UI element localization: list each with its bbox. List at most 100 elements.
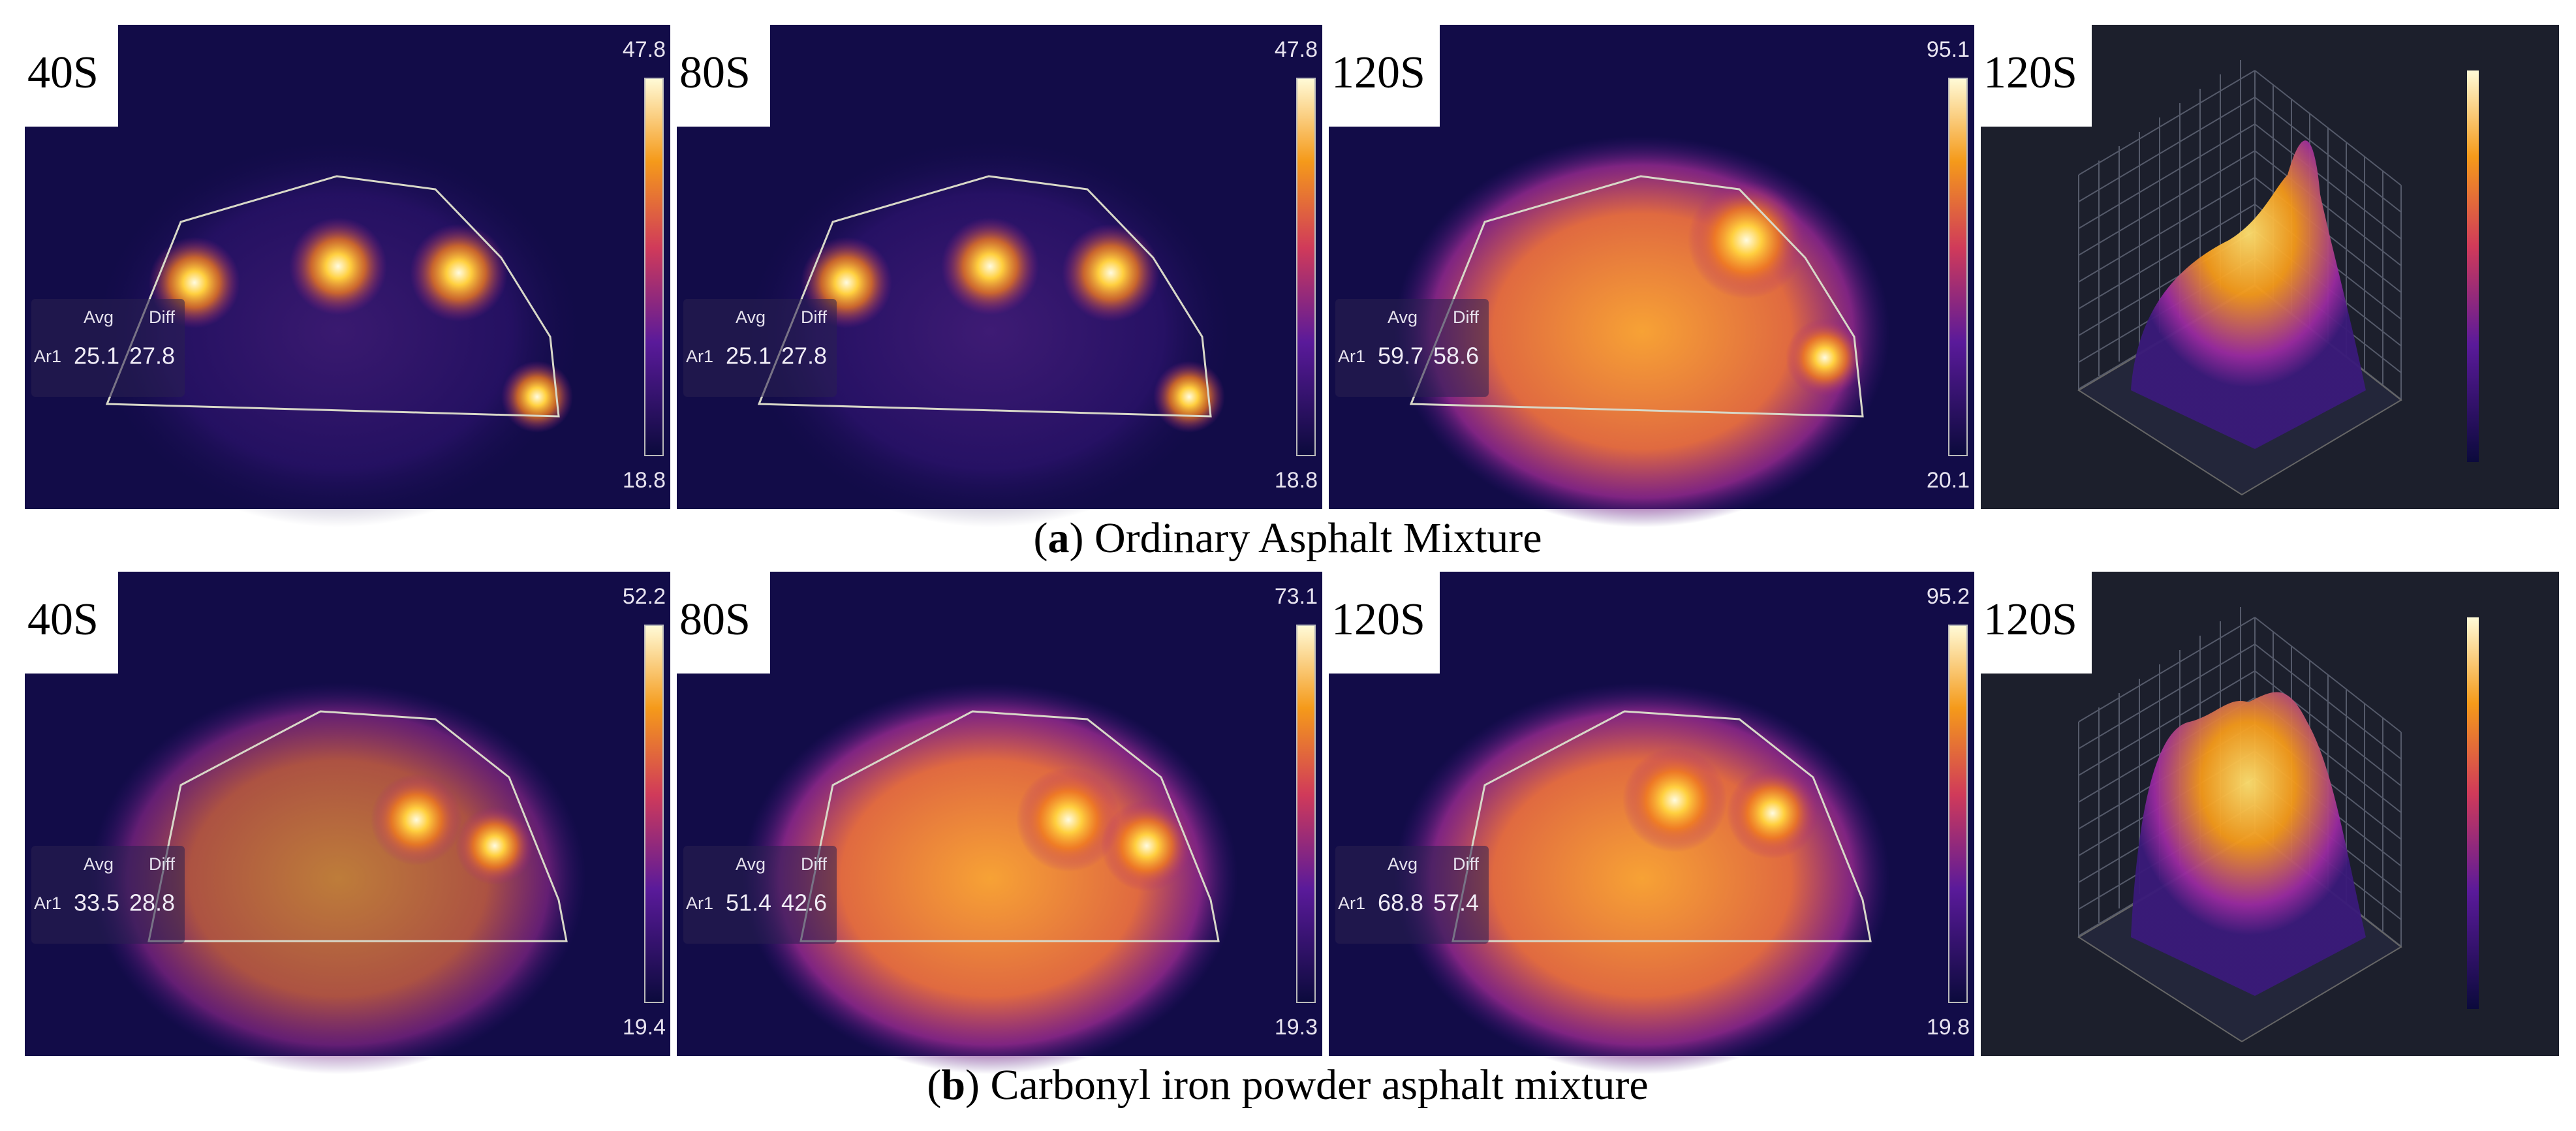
grid-line	[2078, 204, 2256, 309]
avg-value: 33.5	[74, 890, 119, 916]
caption-part: a	[1047, 514, 1069, 562]
max-label: 73.1	[1275, 584, 1318, 609]
avg-value: 25.1	[726, 343, 771, 369]
thermal-image: 120S 95.1 20.1 Avg Diff Ar1 59.7 58.6	[1329, 25, 1974, 527]
hot-spot	[501, 361, 573, 433]
diff-label: Diff	[149, 854, 176, 874]
heat-region	[90, 683, 586, 1074]
diff-label: Diff	[1453, 854, 1480, 874]
surface	[2131, 140, 2366, 450]
measure-area	[757, 175, 1212, 418]
hot-spot	[371, 774, 462, 865]
caption-part: ) Ordinary Asphalt Mixture	[1069, 514, 1542, 562]
grid-line	[2078, 70, 2256, 176]
stats-box	[31, 299, 185, 397]
hot-spot	[456, 807, 534, 885]
diff-value: 28.8	[129, 890, 175, 916]
caption-part: (	[1033, 514, 1047, 562]
hot-spot	[1062, 224, 1160, 322]
colorbar	[2467, 617, 2479, 1009]
hot-spot	[1016, 767, 1121, 872]
diff-value: 42.6	[781, 890, 827, 916]
time-box	[1329, 572, 1440, 674]
time-label: 120S	[1983, 595, 2077, 645]
diff-label: Diff	[1453, 307, 1480, 327]
measure-area	[1409, 175, 1864, 418]
avg-value: 51.4	[726, 890, 771, 916]
grid-line	[2078, 150, 2256, 256]
measure-area	[105, 175, 560, 418]
time-box	[25, 25, 118, 127]
time-box	[1981, 572, 2092, 674]
grid-line	[2078, 643, 2256, 749]
area-label: Ar1	[1338, 893, 1365, 913]
diff-value: 57.4	[1433, 890, 1479, 916]
measure-area	[799, 710, 1220, 942]
caption-part: (	[927, 1061, 941, 1109]
stats-box	[1335, 299, 1489, 397]
stats-box	[31, 846, 185, 944]
min-label: 19.4	[623, 1015, 666, 1040]
min-label: 19.3	[1275, 1015, 1318, 1040]
colorbar	[644, 78, 664, 456]
thermal-image: 120S 95.2 19.8 Avg Diff Ar1 68.8 57.4	[1329, 572, 1974, 1074]
colorbar	[1296, 78, 1316, 456]
surface-plot: 120S	[1981, 25, 2559, 509]
caption-part: b	[941, 1061, 965, 1109]
diff-value: 58.6	[1433, 343, 1479, 369]
stats-box	[1335, 846, 1489, 944]
stats-box	[683, 846, 837, 944]
caption: (b) Carbonyl iron powder asphalt mixture	[927, 1061, 1648, 1109]
surface-plot: 120S	[1981, 572, 2559, 1056]
max-label: 95.2	[1927, 584, 1970, 609]
hot-spot	[1727, 767, 1818, 859]
hot-spot	[1786, 318, 1864, 397]
time-label: 40S	[27, 48, 99, 98]
colorbar	[1296, 625, 1316, 1003]
area-label: Ar1	[1338, 347, 1365, 366]
diff-label: Diff	[801, 307, 828, 327]
avg-label: Avg	[84, 307, 114, 327]
time-box	[677, 25, 770, 127]
thermal-image: 80S 73.1 19.3 Avg Diff Ar1 51.4 42.6	[677, 572, 1322, 1074]
avg-label: Avg	[1388, 307, 1418, 327]
avg-value: 25.1	[74, 343, 119, 369]
hot-spot	[410, 224, 508, 322]
time-label: 120S	[1331, 595, 1425, 645]
grid-line	[2078, 670, 2256, 776]
heat-region	[742, 683, 1238, 1074]
thermal-image: 40S 52.2 19.4 Avg Diff Ar1 33.5 28.8	[25, 572, 670, 1074]
hot-spot	[1688, 181, 1805, 299]
time-label: 80S	[679, 595, 751, 645]
colorbar	[2467, 70, 2479, 462]
grid-line	[2078, 123, 2256, 229]
area-label: Ar1	[34, 347, 61, 366]
grid-line	[2078, 177, 2256, 283]
time-box	[677, 572, 770, 674]
grid-line	[2078, 97, 2256, 202]
time-label: 120S	[1983, 48, 2077, 98]
avg-value: 68.8	[1378, 890, 1423, 916]
hot-spot	[941, 217, 1039, 315]
colorbar	[1948, 78, 1968, 456]
grid-line	[2078, 617, 2256, 722]
diff-label: Diff	[801, 854, 828, 874]
thermal-image: 80S 47.8 18.8 Avg Diff Ar1 25.1 27.8	[677, 25, 1322, 527]
hot-spot	[1622, 748, 1727, 852]
time-box	[1981, 25, 2092, 127]
avg-label: Avg	[84, 854, 114, 874]
caption-part: ) Carbonyl iron powder asphalt mixture	[965, 1061, 1649, 1109]
diff-value: 27.8	[781, 343, 827, 369]
max-label: 95.1	[1927, 37, 1970, 62]
area-label: Ar1	[34, 893, 61, 913]
max-label: 52.2	[623, 584, 666, 609]
colorbar	[644, 625, 664, 1003]
max-label: 47.8	[623, 37, 666, 62]
thermal-image: 40S 47.8 18.8 Avg Diff Ar1 25.1 27.8	[25, 25, 670, 527]
hot-spot	[289, 217, 387, 315]
area-label: Ar1	[686, 347, 713, 366]
diff-value: 27.8	[129, 343, 175, 369]
min-label: 20.1	[1927, 468, 1970, 493]
hot-spot	[1153, 361, 1225, 433]
